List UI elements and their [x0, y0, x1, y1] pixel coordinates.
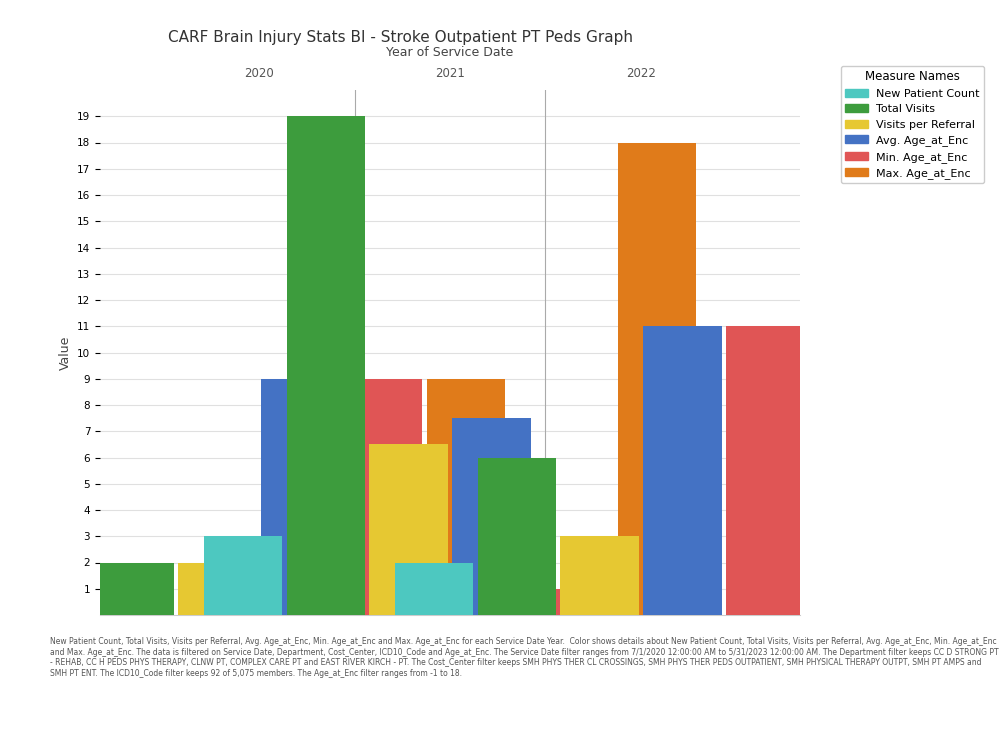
Bar	[96, 562, 174, 615]
Bar	[618, 142, 696, 615]
Bar	[427, 379, 505, 615]
Legend: New Patient Count, Total Visits, Visits per Referral, Avg. Age_at_Enc, Min. Age_: New Patient Count, Total Visits, Visits …	[841, 65, 984, 184]
Bar	[643, 326, 722, 615]
Bar	[369, 444, 448, 615]
Text: Year of Service Date: Year of Service Date	[386, 46, 514, 58]
Bar	[261, 379, 340, 615]
Text: CARF Brain Injury Stats BI - Stroke Outpatient PT Peds Graph: CARF Brain Injury Stats BI - Stroke Outp…	[168, 30, 633, 45]
Bar	[204, 536, 282, 615]
Bar	[478, 458, 556, 615]
Bar	[395, 562, 473, 615]
Bar	[13, 589, 92, 615]
Bar	[287, 116, 365, 615]
Bar	[452, 419, 531, 615]
Text: New Patient Count, Total Visits, Visits per Referral, Avg. Age_at_Enc, Min. Age_: New Patient Count, Total Visits, Visits …	[50, 638, 999, 678]
Bar	[178, 562, 257, 615]
Bar	[344, 379, 422, 615]
Text: 2021: 2021	[435, 67, 465, 80]
Y-axis label: Value: Value	[58, 335, 71, 370]
Bar	[560, 536, 639, 615]
Text: 2022: 2022	[626, 67, 656, 80]
Text: 2020: 2020	[244, 67, 274, 80]
Bar	[808, 274, 887, 615]
Bar	[726, 326, 804, 615]
Bar	[535, 589, 613, 615]
